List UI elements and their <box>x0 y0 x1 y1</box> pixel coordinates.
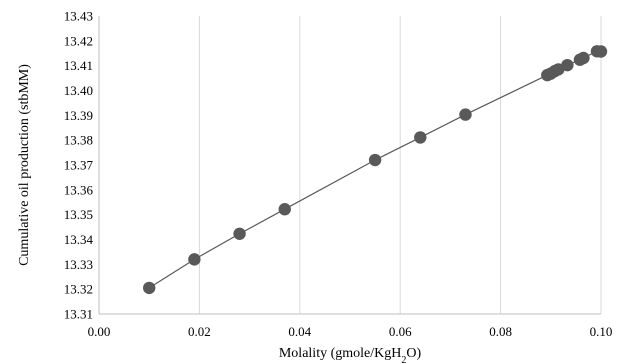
data-point <box>188 253 200 265</box>
data-point <box>233 228 245 240</box>
x-tick-label: 0.10 <box>590 324 613 339</box>
y-tick-label: 13.34 <box>64 232 94 247</box>
y-tick-label: 13.37 <box>64 158 94 173</box>
y-tick-label: 13.31 <box>64 307 93 322</box>
x-tick-label: 0.04 <box>288 324 311 339</box>
data-point <box>369 154 381 166</box>
y-tick-labels: 13.31 13.32 13.33 13.34 13.35 13.36 13.37 13.38… <box>64 9 94 322</box>
data-point <box>595 45 607 57</box>
y-tick-label: 13.39 <box>64 108 93 123</box>
y-axis-title: Cumulative oil production (stbMM) <box>17 64 32 266</box>
data-point <box>577 52 589 64</box>
data-points <box>143 45 607 294</box>
y-tick-label: 13.43 <box>64 9 93 24</box>
x-tick-label: 0.06 <box>389 324 412 339</box>
y-tick-label: 13.42 <box>64 33 93 48</box>
y-tick-label: 13.33 <box>64 257 93 272</box>
x-tick-label: 0.00 <box>88 324 111 339</box>
trendline <box>149 51 601 288</box>
y-tick-label: 13.40 <box>64 83 93 98</box>
x-tick-label: 0.02 <box>188 324 211 339</box>
series-line <box>149 51 601 288</box>
y-tick-label: 13.32 <box>64 282 93 297</box>
data-point <box>279 203 291 215</box>
data-point <box>414 131 426 143</box>
x-axis-title: Molality (gmole/KgH2O) <box>279 346 422 364</box>
gridlines <box>199 16 601 314</box>
y-tick-label: 13.41 <box>64 58 93 73</box>
y-tick-label: 13.38 <box>64 133 93 148</box>
x-axis-title-part-2: O) <box>406 346 421 361</box>
data-point <box>143 282 155 294</box>
x-tick-labels: 0.00 0.02 0.04 0.06 0.08 0.10 <box>88 324 613 339</box>
x-axis-title-part-1: Molality (gmole/KgH <box>279 346 402 361</box>
x-tick-label: 0.08 <box>489 324 512 339</box>
axes <box>99 16 601 314</box>
data-point <box>459 108 471 120</box>
y-tick-label: 13.36 <box>64 182 94 197</box>
y-tick-label: 13.35 <box>64 207 93 222</box>
data-point <box>561 59 573 71</box>
